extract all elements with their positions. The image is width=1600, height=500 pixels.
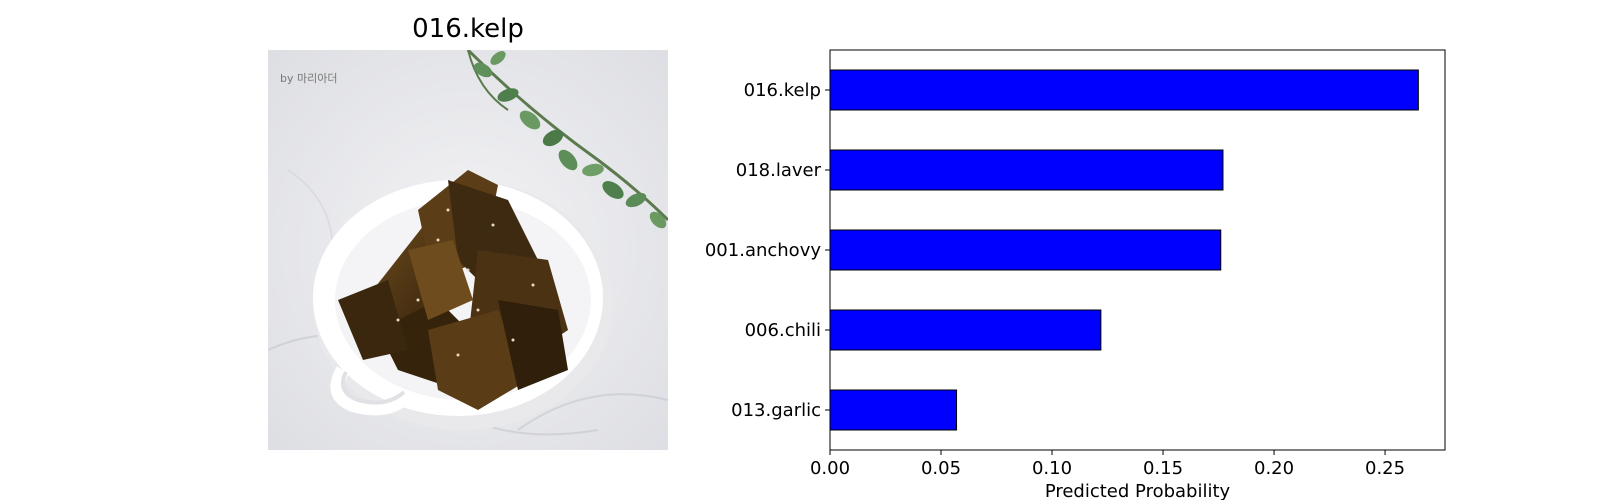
image-title: 016.kelp: [412, 14, 524, 44]
category-label: 018.laver: [736, 160, 822, 181]
category-labels: 016.kelp 018.laver 001.anchovy 006.chili 013…: [705, 80, 830, 421]
bar-006-chili: [829, 309, 1102, 351]
x-tick-label: 0.20: [1254, 458, 1294, 479]
x-axis-label: Predicted Probability: [1045, 481, 1231, 500]
food-photo: by 마리아더: [268, 50, 668, 450]
x-tick-label: 0.25: [1365, 458, 1405, 479]
bar-016-kelp: [829, 69, 1419, 111]
x-tick-label: 0.05: [921, 458, 961, 479]
plant-leaves: [466, 50, 668, 229]
x-tick-label: 0.00: [810, 458, 850, 479]
bar-018-laver: [829, 149, 1224, 191]
category-label: 001.anchovy: [705, 240, 821, 261]
kelp-chips: [338, 170, 568, 410]
x-tick-label: 0.10: [1032, 458, 1072, 479]
bar-013-garlic: [829, 389, 958, 431]
x-axis-ticks: 0.00 0.05 0.10 0.15 0.20 0.25: [810, 450, 1405, 479]
category-label: 016.kelp: [744, 80, 821, 101]
bar-001-anchovy: [829, 229, 1222, 271]
x-tick-label: 0.15: [1143, 458, 1183, 479]
category-label: 013.garlic: [731, 400, 821, 421]
photo-watermark: by 마리아더: [280, 72, 337, 85]
plot-frame: [829, 49, 1446, 451]
category-label: 006.chili: [745, 320, 821, 341]
bars-layer: [829, 69, 1419, 431]
